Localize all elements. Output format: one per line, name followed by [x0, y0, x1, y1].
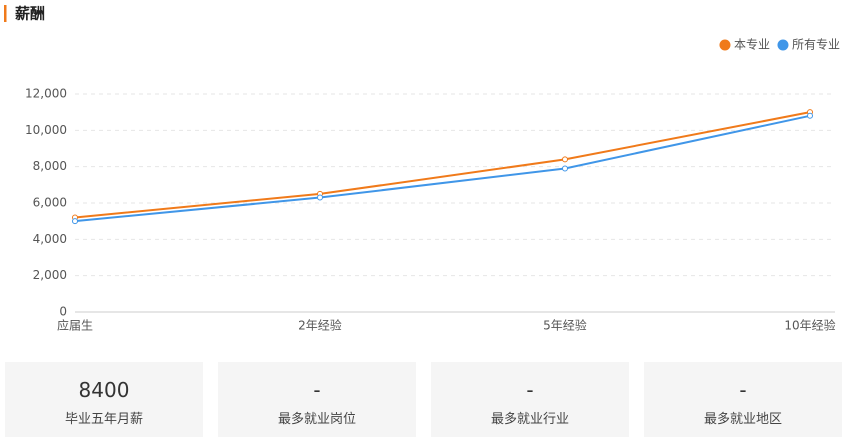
stat-card: - 最多就业地区 — [644, 362, 842, 437]
legend-label: 本专业 — [734, 37, 770, 52]
series-line — [74, 111, 811, 219]
y-tick-label: 8,000 — [33, 159, 67, 173]
legend-marker — [777, 39, 789, 51]
legend-marker — [719, 39, 731, 51]
chart: 薪酬 0 2,000 4,000 6,000 8,000 10,000 12,000 应届生 2… — [4, 5, 840, 333]
stat-label: 最多就业行业 — [490, 412, 569, 427]
y-tick-label: 12,000 — [25, 87, 67, 101]
point — [317, 194, 323, 201]
stat-card: - 最多就业行业 — [431, 362, 629, 437]
x-tick-label: 10年经验 — [784, 318, 835, 333]
stat-card: 8400 毕业五年月薪 — [5, 362, 203, 437]
title-bar — [4, 5, 7, 22]
y-tick-label: 4,000 — [33, 232, 67, 246]
y-tick-label: 2,000 — [33, 268, 67, 282]
point — [807, 112, 813, 119]
stat-value: - — [313, 378, 321, 402]
stat-card: - 最多就业岗位 — [218, 362, 416, 437]
x-tick-label: 2年经验 — [298, 318, 342, 333]
y-tick-label: 0 — [59, 305, 67, 319]
y-tick-label: 10,000 — [25, 123, 67, 137]
point — [72, 218, 78, 225]
stat-value: - — [739, 378, 747, 402]
stat-value: 8400 — [78, 378, 130, 402]
point — [562, 156, 568, 163]
x-tick-label: 5年经验 — [543, 318, 587, 333]
x-tick-label: 应届生 — [57, 318, 93, 333]
stat-label: 毕业五年月薪 — [64, 412, 143, 427]
legend-label: 所有专业 — [792, 37, 840, 52]
stat-label: 最多就业岗位 — [277, 412, 356, 427]
point — [562, 165, 568, 172]
y-tick-label: 6,000 — [33, 196, 67, 210]
section-title: 薪酬 — [15, 5, 45, 23]
stat-value: - — [526, 378, 534, 402]
series-line — [74, 114, 811, 223]
stat-label: 最多就业地区 — [703, 412, 782, 427]
